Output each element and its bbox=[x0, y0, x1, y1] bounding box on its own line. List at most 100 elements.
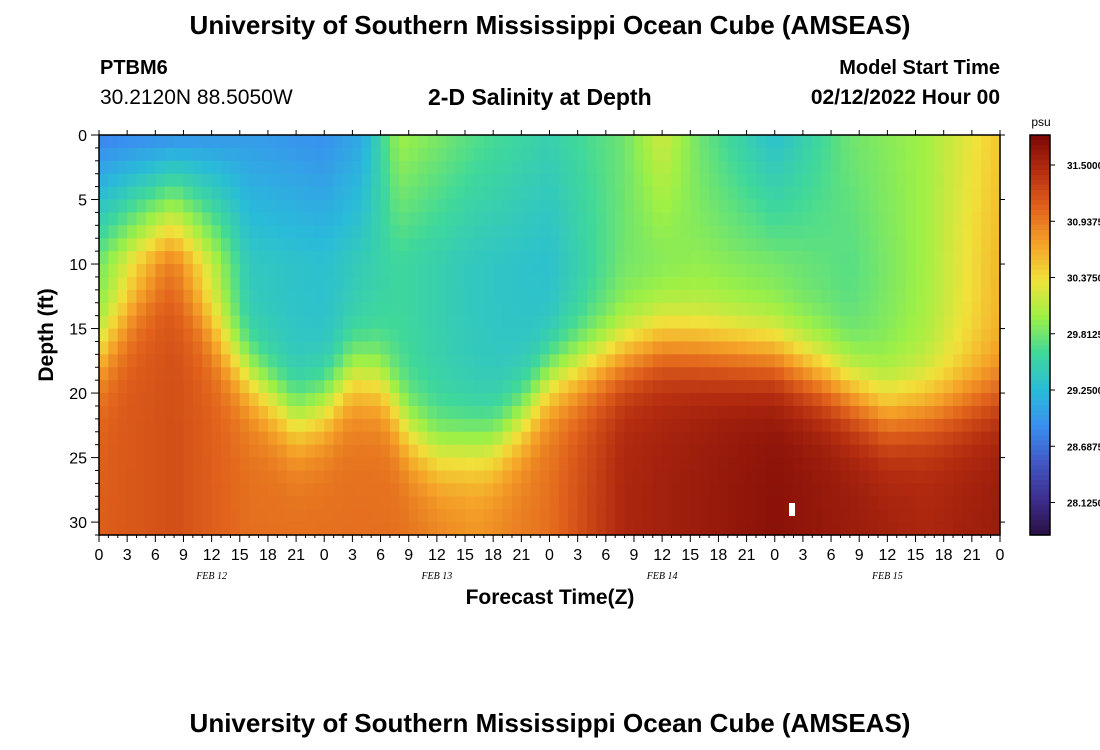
colorbar-swatch bbox=[1030, 225, 1050, 231]
heatmap-cell bbox=[774, 470, 785, 484]
heatmap-cell bbox=[483, 251, 494, 265]
heatmap-cell bbox=[821, 251, 832, 265]
heatmap-cell bbox=[802, 483, 813, 497]
heatmap-cell bbox=[465, 393, 476, 407]
heatmap-cell bbox=[427, 199, 438, 214]
heatmap-cell bbox=[314, 160, 325, 175]
heatmap-cell bbox=[943, 393, 954, 407]
heatmap-cell bbox=[108, 173, 119, 188]
heatmap-cell bbox=[568, 276, 579, 291]
heatmap-cell bbox=[399, 251, 410, 265]
heatmap-cell bbox=[671, 457, 682, 472]
heatmap-cell bbox=[502, 173, 513, 188]
heatmap-cell bbox=[333, 276, 344, 291]
heatmap-cell bbox=[680, 367, 691, 381]
heatmap-cell bbox=[587, 135, 598, 149]
heatmap-cell bbox=[568, 199, 579, 214]
heatmap-cell bbox=[427, 418, 438, 433]
heatmap-cell bbox=[530, 393, 541, 407]
heatmap-cell bbox=[699, 457, 710, 472]
heatmap-cell bbox=[277, 367, 288, 381]
heatmap-cell bbox=[849, 225, 860, 239]
heatmap-cell bbox=[924, 367, 935, 381]
heatmap-cell bbox=[896, 405, 907, 420]
heatmap-cell bbox=[427, 160, 438, 175]
heatmap-cell bbox=[990, 444, 1001, 459]
heatmap-cell bbox=[971, 509, 982, 523]
heatmap-cell bbox=[239, 483, 250, 497]
heatmap-cell bbox=[174, 173, 185, 188]
heatmap-cell bbox=[483, 522, 494, 536]
heatmap-cell bbox=[267, 328, 278, 343]
heatmap-cell bbox=[549, 289, 560, 304]
heatmap-cell bbox=[849, 186, 860, 201]
x-tick-label: 12 bbox=[428, 547, 446, 564]
heatmap-cell bbox=[971, 483, 982, 497]
heatmap-cell bbox=[436, 276, 447, 291]
x-tick-label: 12 bbox=[653, 547, 671, 564]
heatmap-cell bbox=[906, 522, 917, 536]
heatmap-cell bbox=[399, 238, 410, 252]
heatmap-cell bbox=[558, 276, 569, 291]
heatmap-cell bbox=[352, 238, 363, 252]
heatmap-cell bbox=[436, 264, 447, 278]
heatmap-cell bbox=[812, 160, 823, 175]
heatmap-cell bbox=[258, 212, 269, 226]
heatmap-cell bbox=[643, 367, 654, 381]
heatmap-cell bbox=[924, 470, 935, 484]
heatmap-cell bbox=[896, 522, 907, 536]
heatmap-cell bbox=[474, 289, 485, 304]
heatmap-cell bbox=[802, 147, 813, 162]
heatmap-cell bbox=[521, 315, 532, 330]
heatmap-cell bbox=[568, 147, 579, 162]
heatmap-cell bbox=[690, 276, 701, 291]
heatmap-cell bbox=[934, 341, 945, 355]
heatmap-cell bbox=[296, 186, 307, 201]
heatmap-cell bbox=[802, 160, 813, 175]
heatmap-cell bbox=[314, 418, 325, 433]
heatmap-cell bbox=[408, 212, 419, 226]
heatmap-cell bbox=[249, 405, 260, 420]
heatmap-cell bbox=[145, 496, 156, 510]
heatmap-cell bbox=[249, 251, 260, 265]
heatmap-cell bbox=[981, 160, 992, 175]
heatmap-cell bbox=[859, 418, 870, 433]
heatmap-cell bbox=[990, 147, 1001, 162]
heatmap-cell bbox=[211, 315, 222, 330]
heatmap-cell bbox=[502, 393, 513, 407]
heatmap-cell bbox=[962, 393, 973, 407]
heatmap-cell bbox=[296, 251, 307, 265]
heatmap-cell bbox=[887, 328, 898, 343]
heatmap-cell bbox=[793, 302, 804, 317]
heatmap-cell bbox=[690, 212, 701, 226]
heatmap-cell bbox=[164, 470, 175, 484]
heatmap-cell bbox=[155, 431, 166, 446]
heatmap-cell bbox=[924, 483, 935, 497]
heatmap-cell bbox=[230, 393, 241, 407]
heatmap-cell bbox=[962, 212, 973, 226]
heatmap-cell bbox=[831, 225, 842, 239]
heatmap-cell bbox=[221, 509, 231, 523]
heatmap-cell bbox=[530, 289, 541, 304]
heatmap-cell bbox=[577, 328, 588, 343]
heatmap-cell bbox=[605, 522, 616, 536]
heatmap-cell bbox=[164, 302, 175, 317]
heatmap-cell bbox=[793, 160, 804, 175]
heatmap-cell bbox=[887, 186, 898, 201]
heatmap-cell bbox=[821, 405, 832, 420]
heatmap-cell bbox=[596, 225, 607, 239]
heatmap-cell bbox=[399, 225, 410, 239]
heatmap-cell bbox=[174, 186, 185, 201]
heatmap-cell bbox=[455, 212, 466, 226]
heatmap-cell bbox=[718, 341, 729, 355]
heatmap-cell bbox=[249, 264, 260, 278]
heatmap-cell bbox=[286, 160, 297, 175]
heatmap-cell bbox=[183, 444, 194, 459]
heatmap-cell bbox=[99, 212, 109, 226]
heatmap-cell bbox=[230, 135, 241, 149]
heatmap-cell bbox=[324, 251, 335, 265]
heatmap-cell bbox=[521, 354, 532, 368]
heatmap-cell bbox=[99, 418, 109, 433]
heatmap-cell bbox=[662, 135, 673, 149]
heatmap-cell bbox=[117, 509, 128, 523]
